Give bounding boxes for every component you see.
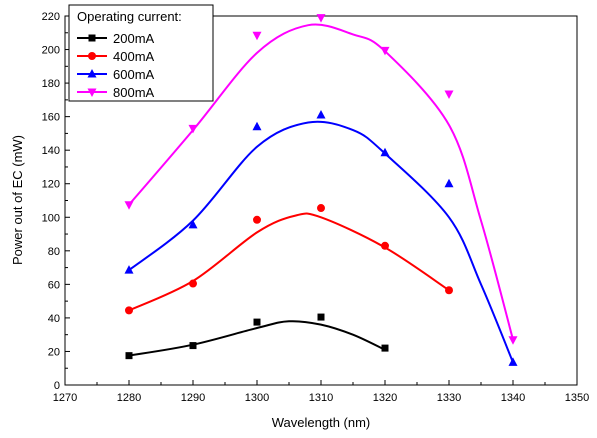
y-tick-label: 200 [42,45,60,57]
data-point-600ma [444,178,454,188]
x-tick-label: 1290 [181,392,205,404]
data-point-600ma [188,219,198,229]
fit-curve-400ma [128,212,450,312]
y-tick-label: 0 [54,380,60,392]
data-point-400ma [381,241,389,250]
fit-curve-200ma [128,320,386,357]
data-point-600ma [252,121,262,131]
data-point-800ma [508,336,518,345]
fit-curve-600ma [128,120,514,363]
y-tick-label: 80 [48,246,60,258]
y-tick-label: 180 [42,78,60,90]
data-point-200ma [317,313,325,321]
legend-items: 200mA 400mA 600mA 800mA [77,31,155,100]
data-point-800ma [444,90,454,99]
y-tick-label: 140 [42,145,60,157]
legend-label-400ma: 400mA [113,49,155,64]
x-tick-label: 1320 [373,392,397,404]
x-tick-label: 1330 [437,392,461,404]
legend-label-200ma: 200mA [113,31,155,46]
x-tick-label: 1350 [565,392,589,404]
y-axis-title: Power out of EC (mW) [10,135,25,265]
x-tick-label: 1270 [53,392,77,404]
legend-label-800ma: 800mA [113,85,155,100]
x-axis-title: Wavelength (nm) [272,415,371,430]
y-tick-label: 60 [48,279,60,291]
data-point-400ma [445,286,453,295]
fit-curve-800ma [128,23,514,340]
x-tick-label: 1340 [501,392,525,404]
legend-marker-200ma [88,34,96,42]
data-point-400ma [125,306,133,315]
y-tick-label: 20 [48,346,60,358]
legend-marker-800ma [87,88,97,97]
x-tick-label: 1300 [245,392,269,404]
y-tick-label: 160 [42,112,60,124]
data-point-800ma [188,124,198,134]
y-tick-label: 120 [42,179,60,191]
data-point-800ma [316,14,326,23]
data-markers [124,14,518,366]
y-tick-label: 220 [42,11,60,23]
legend-label-600ma: 600mA [113,67,155,82]
legend-title: Operating current: [77,9,182,24]
data-point-200ma [253,318,261,326]
data-point-800ma [252,31,262,41]
x-tick-label: 1280 [117,392,141,404]
data-point-200ma [381,344,389,352]
data-point-800ma [380,46,390,56]
data-point-400ma [189,279,197,288]
legend: Operating current: 200mA 400mA 600mA 800mA [68,4,214,102]
y-tick-label: 40 [48,313,60,325]
data-point-200ma [125,352,133,360]
data-point-800ma [124,201,134,210]
data-point-600ma [124,265,134,274]
data-point-400ma [317,204,325,213]
data-point-600ma [380,147,390,157]
data-point-600ma [316,109,326,119]
legend-marker-600ma [87,69,97,78]
data-point-200ma [189,342,197,350]
data-point-600ma [508,357,518,366]
legend-marker-400ma [88,52,96,60]
x-tick-label: 1310 [309,392,333,404]
y-tick-label: 100 [42,212,60,224]
data-point-400ma [253,215,261,224]
tick-layer: 1270 1280 1290 1300 1310 1320 1330 1340 1350 0 20 4… [42,11,590,404]
